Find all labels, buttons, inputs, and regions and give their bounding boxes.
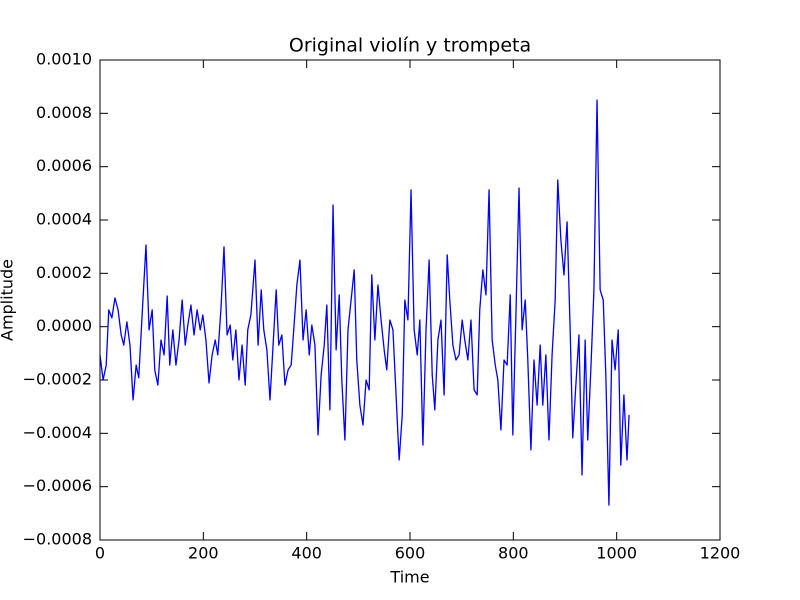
y-tick-label: −0.0004 xyxy=(23,423,92,442)
y-tick-label: −0.0006 xyxy=(23,476,92,495)
y-axis-label: Amplitude xyxy=(0,259,17,341)
y-tick-label: 0.0006 xyxy=(36,156,92,175)
y-tick-label: 0.0000 xyxy=(36,316,92,335)
x-tick-label: 600 xyxy=(395,544,426,563)
y-tick-label: −0.0002 xyxy=(23,370,92,389)
x-tick-label: 1200 xyxy=(700,544,741,563)
y-tick-label: 0.0008 xyxy=(36,103,92,122)
y-tick-label: 0.0004 xyxy=(36,210,92,229)
x-tick-label: 1000 xyxy=(596,544,637,563)
x-tick-label: 400 xyxy=(291,544,322,563)
y-tick-label: 0.0002 xyxy=(36,263,92,282)
chart-title: Original violín y trompeta xyxy=(289,35,531,57)
y-tick-label: 0.0010 xyxy=(36,50,92,69)
data-line xyxy=(99,99,630,506)
y-tick-label: −0.0008 xyxy=(23,530,92,549)
x-axis-label: Time xyxy=(389,568,429,587)
plot-frame xyxy=(99,59,721,541)
x-tick-label: 0 xyxy=(95,544,105,563)
x-tick-label: 200 xyxy=(188,544,219,563)
x-tick-label: 800 xyxy=(498,544,529,563)
